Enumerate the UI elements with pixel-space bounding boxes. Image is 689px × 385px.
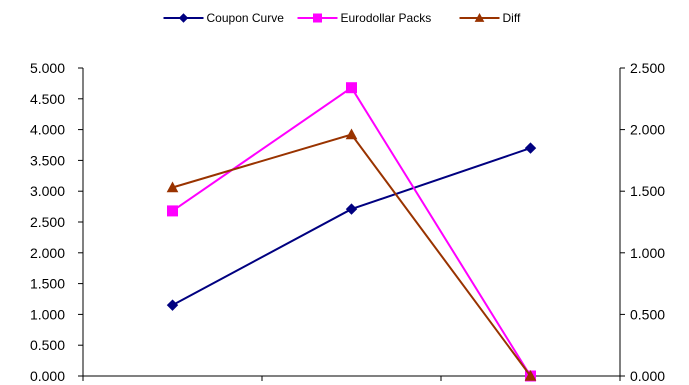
- y-left-tick-label: 0.500: [30, 337, 65, 353]
- y-left-tick-label: 3.000: [30, 183, 65, 199]
- data-point-diamond: [178, 13, 189, 23]
- y-left-tick-label: 1.500: [30, 276, 65, 292]
- legend-label: Coupon Curve: [207, 11, 285, 25]
- legend-item: Diff: [459, 11, 521, 25]
- y-right-tick-label: 2.500: [630, 60, 665, 76]
- data-point-square: [313, 13, 322, 23]
- data-point-square: [167, 205, 178, 217]
- data-point-diamond: [524, 142, 537, 154]
- y-right-tick-label: 1.500: [630, 183, 665, 199]
- legend: Coupon Curve Eurodollar Packs Diff: [163, 11, 521, 25]
- data-point-triangle: [345, 128, 358, 140]
- legend-item: Eurodollar Packs: [297, 11, 432, 25]
- series-line: [172, 133, 532, 377]
- y-right-tick-label: 1.000: [630, 245, 665, 261]
- series-eurodollar-packs: [167, 82, 536, 382]
- y-left-tick-label: 4.000: [30, 122, 65, 138]
- y-right-tick-label: 0.500: [630, 306, 665, 322]
- data-point-diamond: [345, 203, 358, 215]
- y-right-tick-label: 0.000: [630, 368, 665, 384]
- y-left-tick-label: 0.000: [30, 368, 65, 384]
- y-left-tick-label: 4.500: [30, 91, 65, 107]
- y-right-tick-label: 2.000: [630, 122, 665, 138]
- legend-item: Coupon Curve: [163, 11, 285, 25]
- axes: 0.000 0.500 1.000 1.500 2.000 2.500 3.000 3.500…: [30, 60, 665, 384]
- series-diff: [166, 128, 537, 381]
- series-coupon-curve: [166, 142, 537, 311]
- data-point-triangle: [524, 369, 537, 381]
- y-left-tick-label: 1.000: [30, 306, 65, 322]
- y-left-tick-label: 2.000: [30, 245, 65, 261]
- plot-area: [166, 82, 537, 382]
- y-left-tick-label: 3.500: [30, 152, 65, 168]
- legend-label: Eurodollar Packs: [341, 11, 432, 25]
- data-point-triangle: [166, 181, 179, 193]
- data-point-square: [346, 82, 357, 94]
- data-point-triangle: [474, 12, 485, 22]
- legend-label: Diff: [503, 11, 521, 25]
- y-left-tick-label: 5.000: [30, 60, 65, 76]
- data-point-diamond: [166, 299, 179, 311]
- y-left-tick-label: 2.500: [30, 214, 65, 230]
